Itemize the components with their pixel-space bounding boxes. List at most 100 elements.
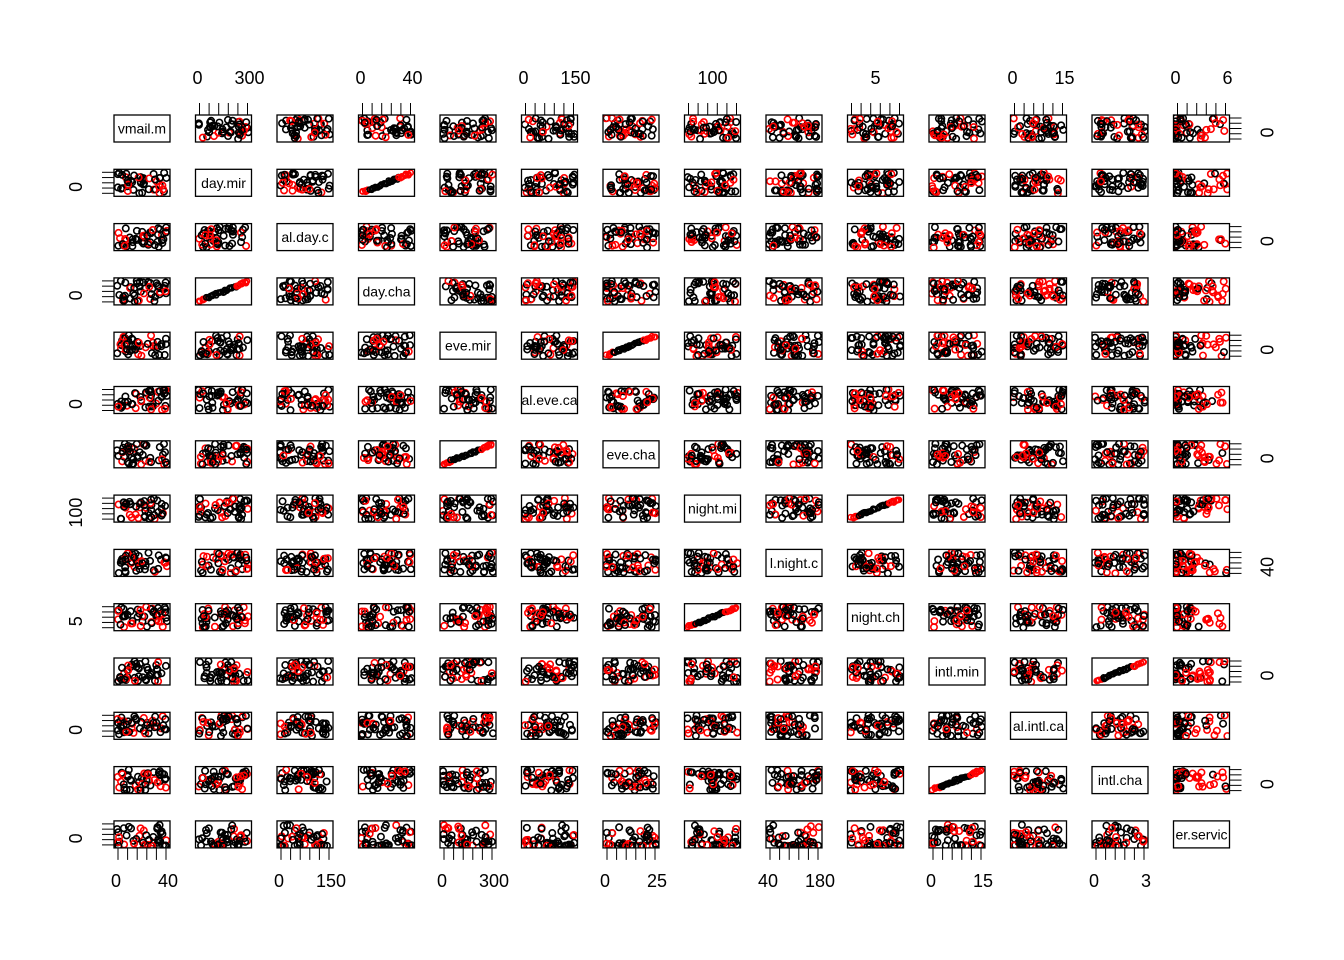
panel-frame xyxy=(439,440,497,469)
data-point xyxy=(213,391,222,400)
data-point xyxy=(769,393,778,402)
panel-6-6: eve.cha xyxy=(602,440,660,469)
panel-3-5 xyxy=(520,277,579,306)
panel-1-13 xyxy=(1172,168,1231,197)
panel-1-0 xyxy=(113,168,171,197)
data-point xyxy=(852,459,861,468)
data-point xyxy=(934,390,943,399)
data-point xyxy=(964,115,973,124)
data-point xyxy=(160,404,169,413)
data-point xyxy=(131,389,140,398)
data-point xyxy=(1093,228,1102,237)
data-point xyxy=(728,453,737,462)
data-point xyxy=(1045,284,1054,293)
data-point xyxy=(893,348,902,357)
panel-5-3 xyxy=(357,385,416,415)
data-point xyxy=(945,170,954,179)
panel-7-10 xyxy=(928,494,986,523)
data-point xyxy=(392,131,401,140)
data-point xyxy=(1197,131,1206,140)
data-point xyxy=(1216,235,1225,244)
data-point xyxy=(616,132,625,141)
data-point xyxy=(690,280,699,289)
data-point xyxy=(462,496,471,505)
data-point xyxy=(799,511,808,520)
data-point xyxy=(892,128,901,137)
panel-frame xyxy=(357,114,416,143)
panel-5-6 xyxy=(602,385,660,415)
data-point xyxy=(440,232,449,241)
data-point xyxy=(397,235,406,244)
data-point xyxy=(1049,515,1058,523)
data-point xyxy=(236,401,245,410)
data-point xyxy=(443,502,452,511)
data-point xyxy=(783,242,792,251)
data-point xyxy=(560,120,569,129)
data-point xyxy=(1032,403,1041,412)
data-point xyxy=(933,349,942,358)
data-point xyxy=(810,399,819,408)
data-point xyxy=(404,228,413,237)
data-point xyxy=(1179,182,1188,191)
data-point xyxy=(300,495,309,504)
data-point xyxy=(484,175,493,184)
data-point xyxy=(1016,352,1025,360)
data-point xyxy=(961,391,970,400)
data-point xyxy=(708,443,717,452)
data-point xyxy=(967,341,976,350)
data-point xyxy=(894,388,903,397)
panel-4-4: eve.mir xyxy=(439,331,497,360)
data-point xyxy=(1049,292,1058,301)
data-point xyxy=(712,119,721,128)
data-point xyxy=(440,120,449,129)
data-point xyxy=(440,241,449,250)
data-point xyxy=(799,229,808,238)
data-point xyxy=(159,235,168,244)
data-point xyxy=(1028,281,1037,290)
panel-4-8 xyxy=(765,331,823,360)
data-point xyxy=(1119,440,1128,448)
data-point xyxy=(724,133,733,142)
data-point xyxy=(323,401,332,410)
data-point xyxy=(555,351,564,360)
panel-frame xyxy=(683,440,742,469)
panel-frame xyxy=(765,440,823,469)
data-point xyxy=(938,404,947,413)
panel-0-10 xyxy=(928,114,986,143)
data-point xyxy=(766,177,775,186)
data-point xyxy=(531,127,540,136)
data-point xyxy=(970,134,979,142)
data-point xyxy=(1042,118,1051,127)
panel-frame xyxy=(765,168,823,197)
data-point xyxy=(1204,185,1213,194)
data-point xyxy=(617,387,626,396)
data-point xyxy=(283,503,292,512)
panel-1-5 xyxy=(520,168,579,197)
data-point xyxy=(312,288,321,297)
data-point xyxy=(456,170,465,179)
panel-frame xyxy=(439,168,497,197)
data-point xyxy=(277,332,286,341)
data-point xyxy=(454,126,463,135)
data-point xyxy=(941,451,950,460)
data-point xyxy=(291,294,300,303)
data-point xyxy=(649,172,658,181)
data-point xyxy=(1093,396,1102,405)
data-point xyxy=(298,458,307,467)
data-point xyxy=(930,233,939,242)
data-point xyxy=(359,453,368,462)
data-point xyxy=(550,169,559,177)
data-point xyxy=(867,124,876,133)
panel-frame xyxy=(683,114,742,143)
data-point xyxy=(524,176,533,185)
data-point xyxy=(458,507,467,516)
panel-6-11 xyxy=(1009,440,1068,469)
data-point xyxy=(965,291,974,300)
data-point xyxy=(954,389,963,398)
data-point xyxy=(1139,495,1148,504)
panel-frame xyxy=(1009,277,1068,306)
data-point xyxy=(1030,185,1039,194)
panel-5-13 xyxy=(1172,385,1231,415)
data-point xyxy=(242,445,251,454)
data-point xyxy=(139,289,148,298)
